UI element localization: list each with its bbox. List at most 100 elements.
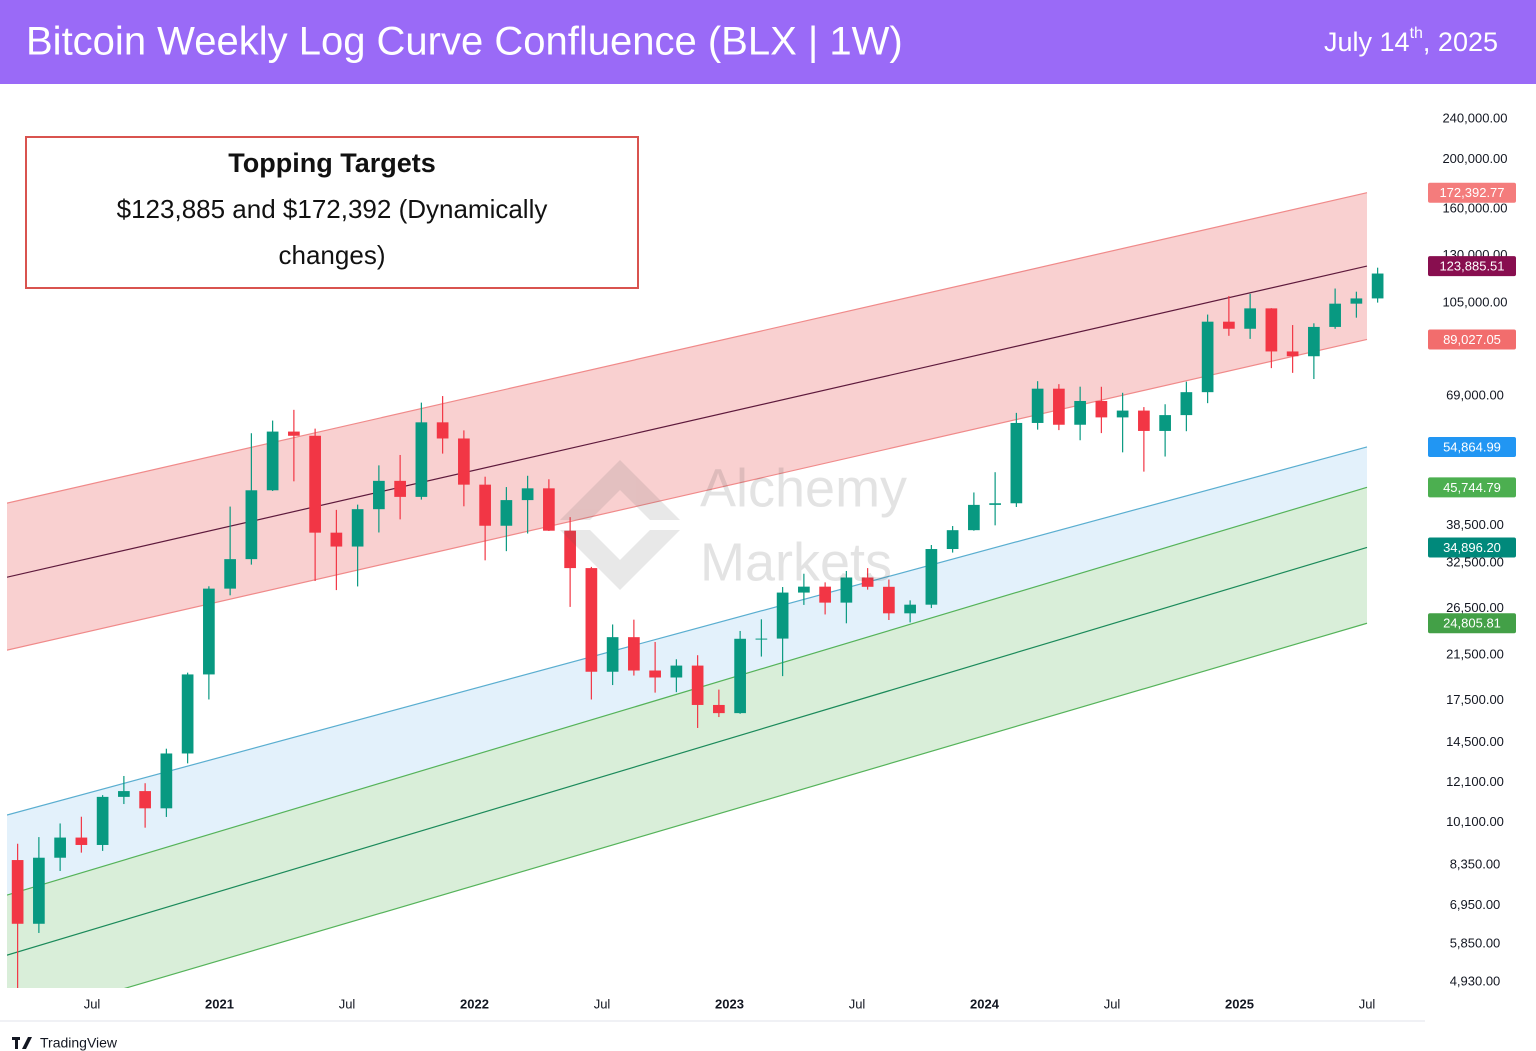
axes: 240,000.00200,000.00160,000.00130,000.00…	[84, 111, 1516, 1011]
candle-body	[989, 503, 1001, 505]
candle-body	[351, 509, 364, 547]
candle-body	[840, 577, 853, 603]
candle-body	[628, 637, 640, 671]
candle-body	[266, 431, 279, 491]
candle-body	[1308, 326, 1320, 357]
watermark-logo	[560, 460, 680, 520]
annotation-text: changes)	[279, 240, 386, 270]
y-tick-label: 240,000.00	[1442, 111, 1507, 126]
price-label-box	[1428, 329, 1516, 350]
band-fill	[7, 446, 1367, 896]
log-curve	[7, 265, 1368, 578]
candle-body	[776, 592, 789, 639]
y-tick-label: 6,950.00	[1450, 897, 1501, 912]
candle-body	[585, 568, 598, 672]
candle-body	[224, 559, 236, 589]
watermark-text: Alchemy	[700, 458, 907, 518]
candle-body	[1371, 273, 1384, 299]
log-curve	[7, 446, 1368, 816]
header-bar	[0, 0, 1536, 84]
candle-body	[33, 857, 45, 924]
price-label-box	[1428, 256, 1516, 277]
candle-body	[54, 837, 66, 858]
y-tick-label: 160,000.00	[1442, 201, 1507, 216]
candle-body	[394, 480, 406, 497]
y-tick-label: 21,500.00	[1446, 646, 1504, 661]
candle-body	[373, 480, 385, 510]
x-tick-label: 2024	[970, 996, 1000, 1011]
candle-body	[734, 638, 746, 714]
annotation-box	[25, 136, 639, 289]
band-fill	[7, 192, 1367, 578]
x-tick-label: 2021	[205, 996, 234, 1011]
log-curve	[7, 486, 1368, 896]
candle-body	[1053, 388, 1065, 425]
candle-body	[819, 586, 831, 603]
candle-body	[75, 837, 88, 845]
candle-body	[1329, 303, 1341, 327]
log-curve	[7, 192, 1368, 504]
price-label: 54,864.99	[1443, 439, 1501, 454]
y-tick-label: 69,000.00	[1446, 387, 1504, 402]
price-label: 89,027.05	[1443, 332, 1501, 347]
y-tick-label: 17,500.00	[1446, 692, 1504, 707]
candle-body	[946, 530, 959, 550]
candle-body	[1095, 400, 1108, 418]
y-tick-label: 4,930.00	[1450, 974, 1501, 989]
candle-body	[1223, 321, 1235, 329]
candle-body	[606, 637, 619, 672]
price-label-box	[1428, 613, 1516, 634]
x-tick-label: Jul	[1104, 996, 1121, 1011]
candle-body	[1244, 308, 1256, 329]
source: TradingView	[40, 1035, 118, 1051]
candle-body	[713, 704, 725, 714]
x-tick-label: 2023	[715, 996, 744, 1011]
candle-body	[798, 586, 810, 593]
candle-body	[1138, 410, 1150, 431]
candle-body	[1286, 351, 1299, 357]
chart-title: Bitcoin Weekly Log Curve Confluence (BLX…	[26, 20, 903, 64]
y-tick-label: 32,500.00	[1446, 555, 1504, 570]
candle-body	[691, 665, 704, 705]
candle-body	[245, 490, 258, 560]
candle-body	[181, 674, 194, 754]
candle-body	[139, 791, 151, 809]
y-tick-label: 8,350.00	[1450, 856, 1501, 871]
candle-body	[925, 549, 938, 605]
price-label: 24,805.81	[1443, 616, 1501, 631]
watermark-text: Markets	[700, 532, 892, 592]
price-label-box	[1428, 182, 1516, 203]
log-curve	[7, 546, 1368, 956]
y-tick-label: 10,100.00	[1446, 814, 1504, 829]
x-tick-label: 2025	[1225, 996, 1254, 1011]
price-label-box	[1428, 537, 1516, 558]
candle-body	[288, 431, 300, 436]
candle-body	[649, 670, 661, 678]
y-tick-label: 105,000.00	[1442, 294, 1507, 309]
candle-body	[755, 638, 768, 640]
plot-area	[7, 192, 1384, 988]
band-fill	[7, 487, 1367, 956]
price-label-box	[1428, 436, 1516, 457]
candle-body	[564, 530, 576, 569]
price-label-box	[1428, 477, 1516, 498]
y-tick-label: 26,500.00	[1446, 600, 1504, 615]
annotation-text: $123,885 and $172,392 (Dynamically	[117, 194, 548, 224]
candle-body	[670, 665, 683, 678]
annotation-title: Topping Targets	[228, 148, 435, 178]
candle-body	[1031, 388, 1044, 423]
y-tick-label: 38,500.00	[1446, 517, 1504, 532]
x-tick-label: Jul	[84, 996, 101, 1011]
candle-body	[330, 532, 343, 547]
candle-body	[883, 586, 895, 614]
candle-body	[160, 753, 173, 809]
candle-body	[543, 488, 555, 531]
x-tick-label: Jul	[594, 996, 611, 1011]
x-tick-label: 2022	[460, 996, 489, 1011]
price-label: 123,885.51	[1439, 259, 1504, 274]
y-tick-label: 12,100.00	[1446, 774, 1504, 789]
chart-date: July 14th, 2025	[1324, 25, 1498, 57]
candle-body	[1116, 410, 1129, 418]
watermark-logo	[560, 530, 680, 590]
